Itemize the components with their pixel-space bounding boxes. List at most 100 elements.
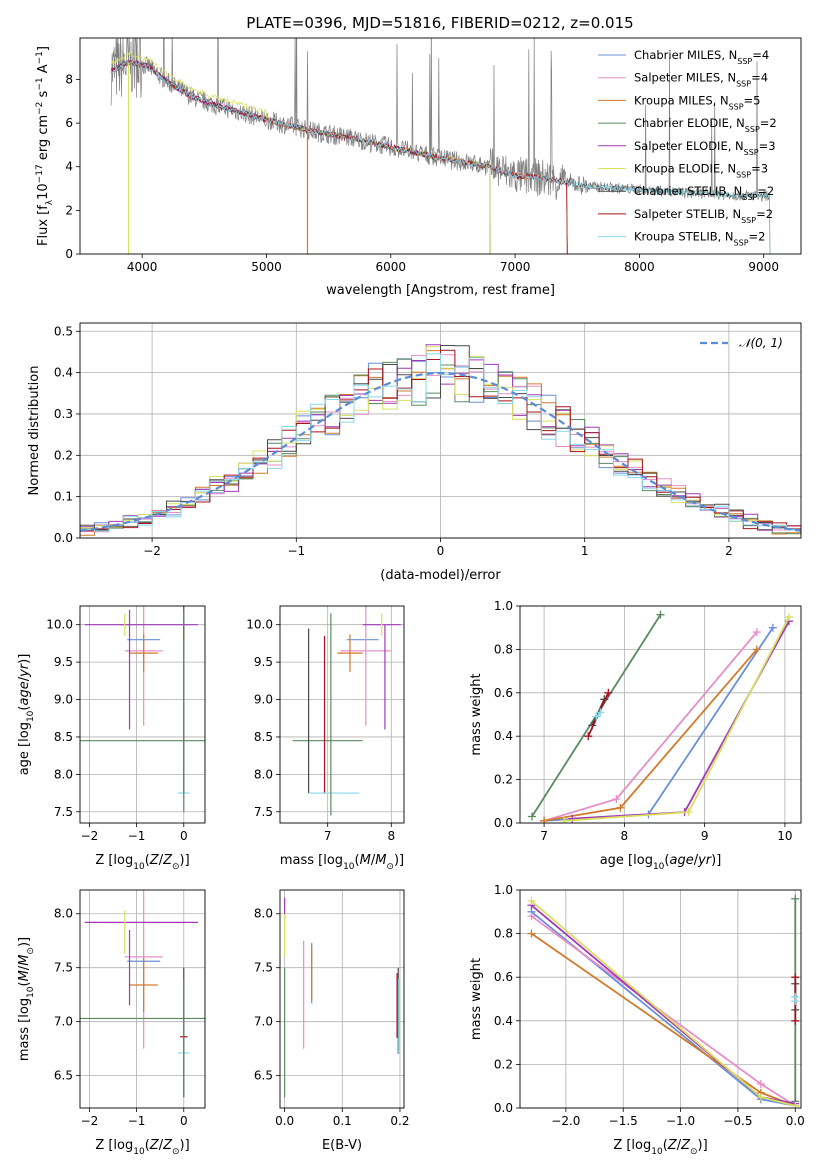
y-tick-label: 1.0 [494, 883, 513, 897]
x-tick-label: 4000 [127, 260, 158, 274]
x-tick-label: 0.2 [390, 1114, 409, 1128]
label-part: ⊙ [386, 862, 394, 872]
label-part: erg cm [36, 115, 51, 164]
label-part: age [log [600, 853, 653, 868]
y-tick-label: 0.4 [494, 729, 513, 743]
label-part: )] [17, 937, 32, 947]
weight-marker [604, 688, 613, 697]
label-part: / [677, 1138, 682, 1153]
label-part: 10 [36, 183, 51, 200]
x-tick-label: 0 [437, 544, 445, 558]
legend-name: Chabrier MILES, N [634, 48, 737, 62]
spectrum-plot [110, 38, 771, 254]
weight-marker [768, 623, 777, 632]
label-part: )] [180, 1138, 190, 1153]
axes-frame [519, 889, 802, 1109]
label-part: ⊙ [26, 947, 36, 955]
y-tick-label: 7.0 [54, 1015, 73, 1029]
y-tick-label: 0.8 [494, 642, 513, 656]
legend-count: =2 [749, 230, 766, 244]
label-part: / [159, 853, 164, 868]
label-part: Z [162, 853, 173, 868]
legend-sub: SSP [736, 170, 751, 179]
label-part: 10 [26, 986, 36, 998]
y-tick-label: 7.5 [54, 961, 73, 975]
label-part: 10 [651, 1147, 663, 1157]
x-tick-label: 10 [777, 829, 792, 843]
legend-entry: Chabrier ELODIE, NSSP=2 [634, 116, 777, 134]
x-tick-label: 9 [701, 829, 709, 843]
mass-vs-EBV-plot [284, 897, 400, 1098]
y-tick-label: 0.6 [494, 686, 513, 700]
label-part: / [17, 965, 32, 970]
label-part: age [log [17, 722, 32, 775]
legend-sub: SSP [742, 193, 757, 202]
label-part: M [360, 853, 371, 868]
legend-count: =5 [744, 93, 761, 107]
label-part: Z [149, 853, 160, 868]
x-tick-label: 8000 [624, 260, 655, 274]
x-tick-label: 5000 [251, 260, 282, 274]
axes-frame [279, 605, 405, 824]
weight-marker [684, 808, 693, 817]
x-tick-label: 0.0 [786, 1114, 805, 1128]
residuals-plot [80, 344, 801, 537]
x-tick-label: 0.1 [333, 1114, 352, 1128]
legend-count: =3 [751, 162, 768, 176]
label-part: E(B-V) [322, 1138, 362, 1153]
weight-marker [528, 812, 537, 821]
legend-entry: Kroupa STELIB, NSSP=2 [634, 230, 765, 248]
label-part: M [17, 955, 32, 966]
y-tick-label: 4 [65, 160, 73, 174]
legend-count: =2 [757, 184, 774, 198]
weight-marker [756, 1093, 765, 1102]
y-axis-label: mass weight [469, 673, 484, 755]
label-part: Z [667, 1138, 678, 1153]
label-part: ( [664, 853, 669, 868]
label-part: / [17, 676, 32, 681]
weight-marker [612, 795, 621, 804]
y-tick-label: 0.4 [494, 1014, 513, 1028]
legend-name: Salpeter MILES, N [634, 71, 736, 85]
label-part: M [17, 970, 32, 981]
y-tick-label: 6 [65, 116, 73, 130]
legend-sub: SSP [744, 147, 759, 156]
label-part: age [669, 853, 693, 868]
label-part: / [371, 853, 376, 868]
label-part: −2 [35, 102, 45, 115]
label-part: Z [log [613, 1138, 651, 1153]
legend-sub: SSP [736, 79, 751, 88]
axes-frame [79, 37, 802, 255]
label-part: ( [355, 853, 360, 868]
legend-sub: SSP [741, 215, 756, 224]
figure-title: PLATE=0396, MJD=51816, FIBERID=0212, z=0… [246, 14, 633, 32]
label-part: M [375, 853, 386, 868]
weight-marker [540, 816, 549, 823]
weight-marker [752, 645, 761, 654]
weight-marker [791, 894, 800, 903]
weight-marker [784, 612, 793, 621]
mass-vs-Z-plot [80, 890, 205, 1098]
label-part: ( [17, 706, 32, 711]
label-part: wavelength [Angstrom, rest frame] [326, 283, 555, 298]
label-part: mass [log [17, 998, 32, 1061]
y-tick-label: 9.5 [54, 655, 73, 669]
label-part: Z [log [95, 1138, 133, 1153]
y-tick-label: 9.5 [254, 655, 273, 669]
x-tick-label: −2 [81, 1114, 99, 1128]
y-tick-label: 8.5 [54, 730, 73, 744]
y-tick-label: 0.1 [54, 490, 73, 504]
label-part: (data-model)/error [380, 568, 501, 583]
label-part: yr [697, 853, 713, 868]
weight-vs-Z-plot [527, 894, 800, 1108]
label-part: ⊙ [172, 1147, 180, 1157]
label-part: Flux [f [36, 205, 51, 246]
legend-count: =4 [752, 48, 769, 62]
weight-marker [560, 816, 569, 823]
y-axis-label: mass [log10(M/M⊙)] [17, 937, 36, 1061]
y-tick-label: 0.4 [54, 366, 73, 380]
label-part: )] [180, 853, 190, 868]
legend-entry: Salpeter MILES, NSSP=4 [634, 71, 768, 89]
